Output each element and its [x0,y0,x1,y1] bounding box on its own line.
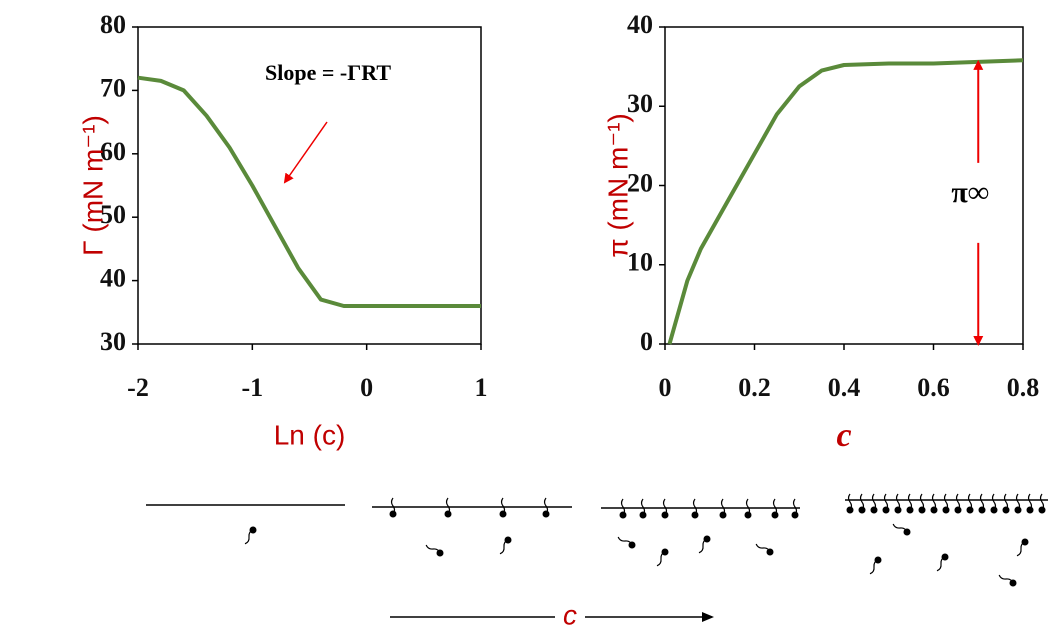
surfactant-head [436,549,444,557]
surfactant-head [1021,538,1029,546]
y-tick-label: 0 [640,327,653,356]
data-line [667,58,1024,345]
x-axis-label: c [836,417,851,454]
surfactant-head [619,511,627,519]
surfactant-head [744,511,752,519]
surfactant-head [858,506,866,514]
slope-arrow [283,121,328,184]
y-tick-label: 70 [100,73,126,102]
surfactant-head [639,511,647,519]
molecule-diagram: c [146,493,1048,630]
surfactant-head [1038,506,1046,514]
surfactant-head [942,506,950,514]
surfactant-head [703,535,711,543]
surfactant-head [1002,506,1010,514]
surfactant-head [542,510,550,518]
y-tick-label: 30 [627,89,653,118]
surfactant-head [661,511,669,519]
y-tick-label: 10 [627,248,653,277]
surfactant-head [389,510,397,518]
x-tick-label: 0.2 [738,373,771,402]
surfactant-head [691,511,699,519]
surfactant-head [504,536,512,544]
surfactant-head [954,506,962,514]
surfactant-head [870,506,878,514]
x-tick-label: 0.8 [1007,373,1040,402]
surfactant-head [930,506,938,514]
surfactant-head [1026,506,1034,514]
surfactant-head [444,510,452,518]
surfactant-head [719,511,727,519]
surfactant-head [791,511,799,519]
surfactant-head [499,510,507,518]
surfactant-head [894,506,902,514]
y-tick-label: 40 [627,10,653,39]
y-axis-label: Γ (mN m⁻¹) [77,115,108,256]
pi-label: π∞ [951,176,989,209]
slope-annotation: Slope = -ΓRT [265,60,391,85]
surfactant-head [846,506,854,514]
y-axis-label: π (mN m⁻¹) [602,113,633,258]
surfactant-head [906,506,914,514]
surfactant-head [966,506,974,514]
surfactant-head [903,528,911,536]
surfactant-head [771,511,779,519]
y-tick-label: 80 [100,10,126,39]
surfactant-head [766,548,774,556]
y-tick-label: 40 [100,264,126,293]
surfactant-head [874,556,882,564]
y-tick-label: 30 [100,327,126,356]
x-tick-label: -2 [127,373,149,402]
surfactant-head [661,548,669,556]
surfactant-head [978,506,986,514]
data-line [137,75,481,308]
y-tick-label: 60 [100,137,126,166]
surfactant-head [882,506,890,514]
surfactant-head [1009,579,1017,587]
surfactant-head [628,541,636,549]
surfactant-head [1014,506,1022,514]
surfactant-head [918,506,926,514]
x-tick-label: 0 [360,373,373,402]
x-tick-label: 1 [475,373,488,402]
surfactant-head [941,553,949,561]
y-tick-label: 50 [100,200,126,229]
x-tick-label: 0.6 [917,373,950,402]
x-tick-label: 0 [659,373,672,402]
surfactant-head [990,506,998,514]
concentration-label: c [563,599,577,630]
surfactant-head [249,526,257,534]
x-tick-label: -1 [241,373,263,402]
x-tick-label: 0.4 [828,373,861,402]
y-tick-label: 20 [627,168,653,197]
x-axis-label: Ln (c) [274,419,346,450]
plot-frame [137,26,482,345]
